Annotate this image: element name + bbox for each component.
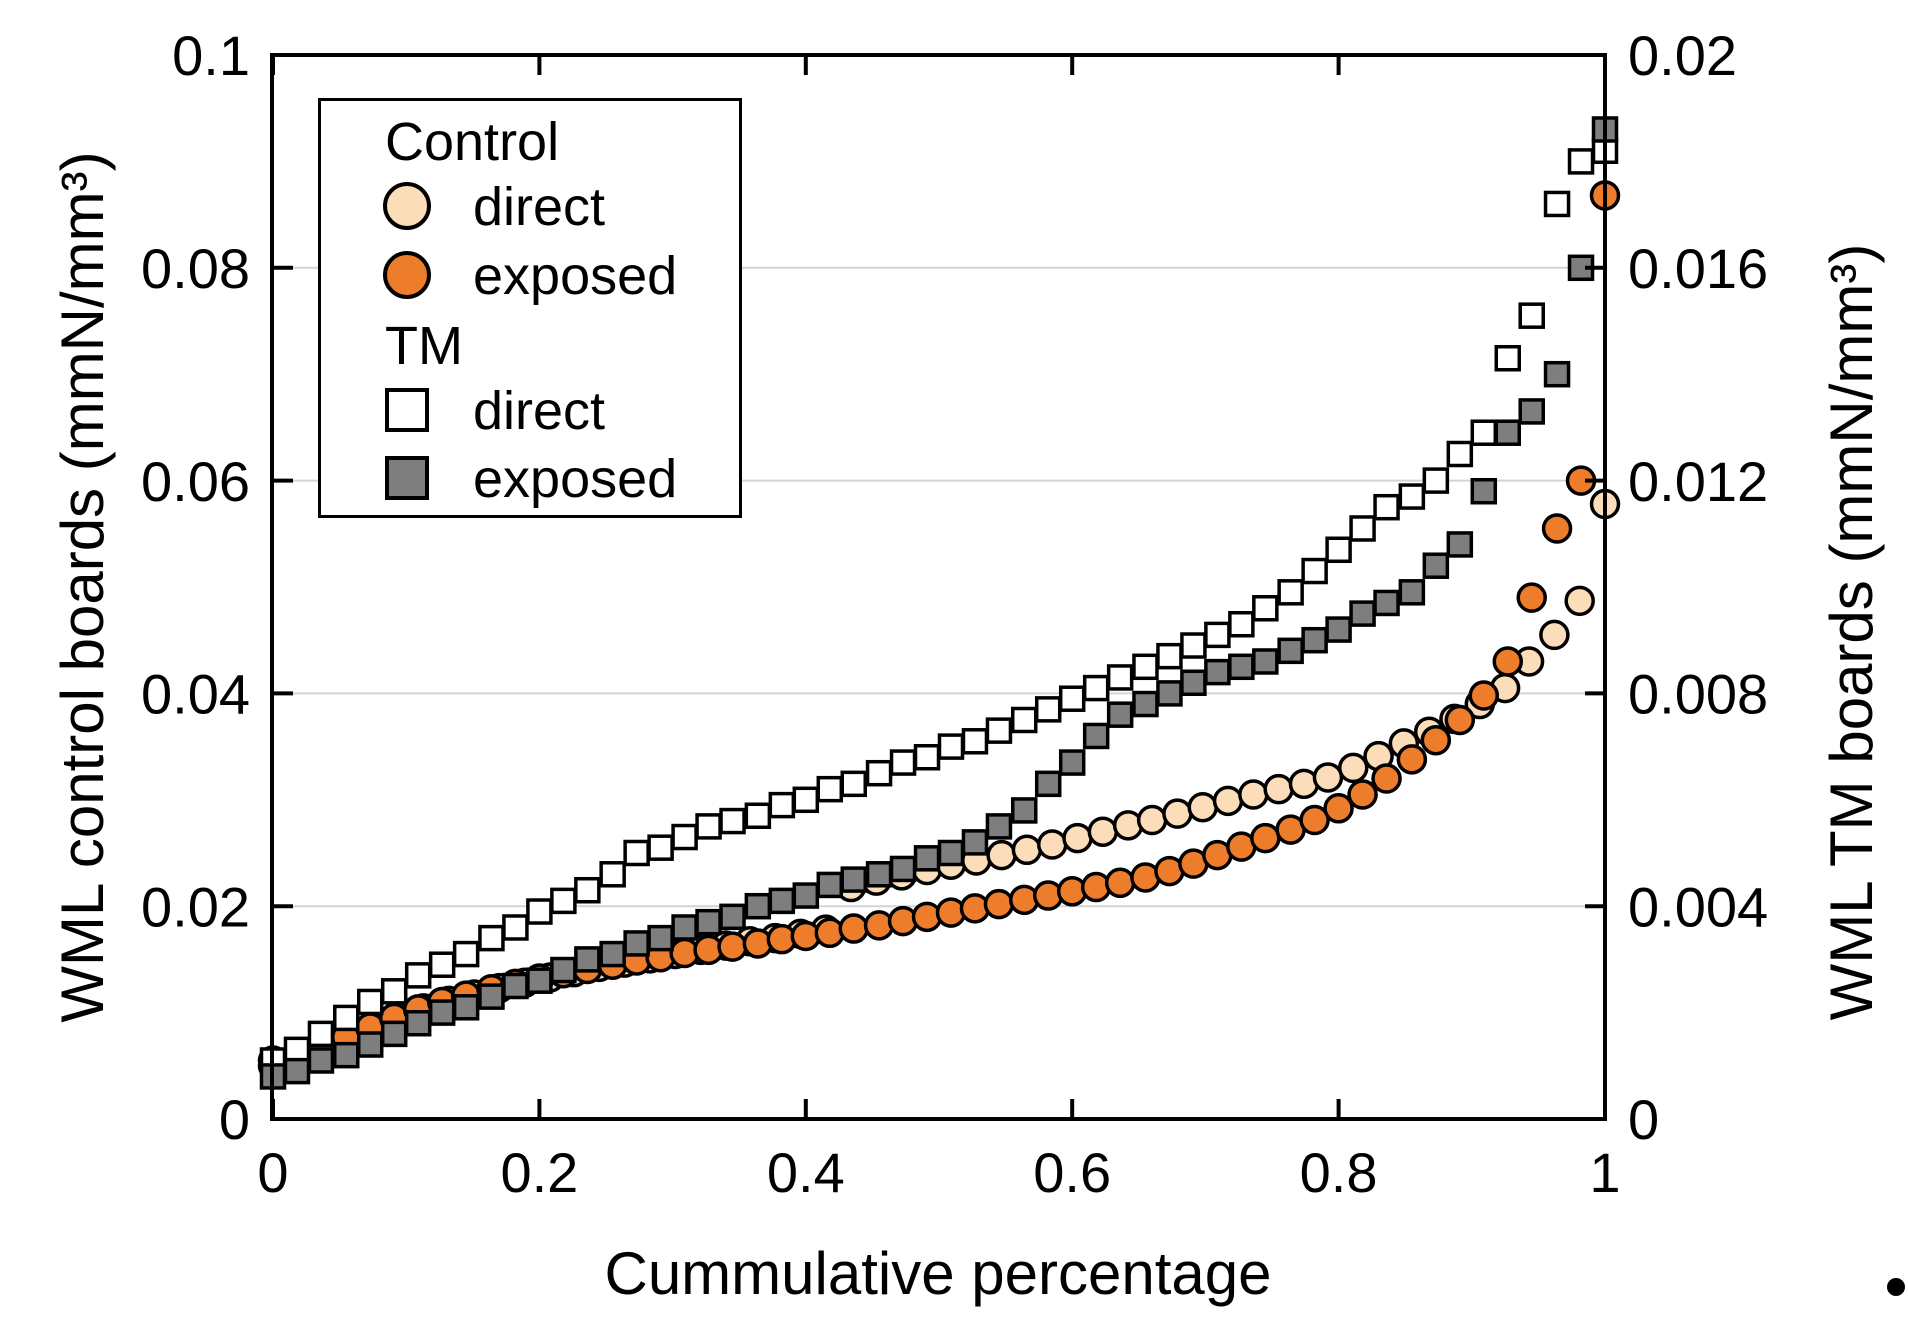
svg-text:0.6: 0.6 (1033, 1141, 1111, 1204)
control-exposed-marker-icon (383, 251, 431, 299)
legend-label-control-direct: direct (473, 177, 606, 237)
svg-text:0.4: 0.4 (767, 1141, 845, 1204)
legend-label-control-exposed: exposed (473, 246, 678, 306)
left-y-axis-label: WML control boards (mmN/mm³) (49, 151, 116, 1022)
legend-group-control-header: Control (385, 112, 560, 172)
svg-text:0.2: 0.2 (500, 1141, 578, 1204)
series-tm-exposed (259, 116, 1619, 1090)
right-y-axis-label: WML TM boards (mmN/mm³) (1818, 244, 1885, 1021)
svg-text:0.02: 0.02 (1628, 24, 1737, 87)
legend: Control direct exposed TM direct exposed (318, 98, 742, 518)
svg-text:0.004: 0.004 (1628, 875, 1768, 938)
svg-text:1: 1 (1589, 1141, 1620, 1204)
svg-text:0.04: 0.04 (141, 663, 250, 726)
svg-text:0.016: 0.016 (1628, 237, 1768, 300)
control-direct-marker-icon (383, 182, 431, 230)
x-axis-label: Cummulative percentage (604, 1240, 1271, 1307)
legend-group-tm-header: TM (385, 316, 463, 376)
plot-frame (270, 53, 1607, 1121)
svg-text:0.08: 0.08 (141, 237, 250, 300)
tm-direct-marker-icon (385, 388, 429, 432)
svg-text:0.06: 0.06 (141, 450, 250, 513)
svg-text:0.1: 0.1 (172, 24, 250, 87)
svg-text:0: 0 (1628, 1088, 1659, 1151)
tick-labels: 0 0.2 0.4 0.6 0.8 100.020.040.060.080.100.004… (141, 24, 1768, 1204)
svg-text:0.8: 0.8 (1300, 1141, 1378, 1204)
tm-exposed-marker-icon (385, 456, 429, 500)
svg-text:0.008: 0.008 (1628, 663, 1768, 726)
legend-label-tm-direct: direct (473, 381, 606, 441)
svg-text:0: 0 (219, 1088, 250, 1151)
svg-text:0.02: 0.02 (141, 875, 250, 938)
legend-label-tm-exposed: exposed (473, 449, 678, 509)
data-markers (257, 116, 1621, 1090)
svg-text:0.012: 0.012 (1628, 450, 1768, 513)
stray-dot (1887, 1278, 1905, 1296)
svg-text:0: 0 (257, 1141, 288, 1204)
tick-marks (271, 53, 1607, 1121)
